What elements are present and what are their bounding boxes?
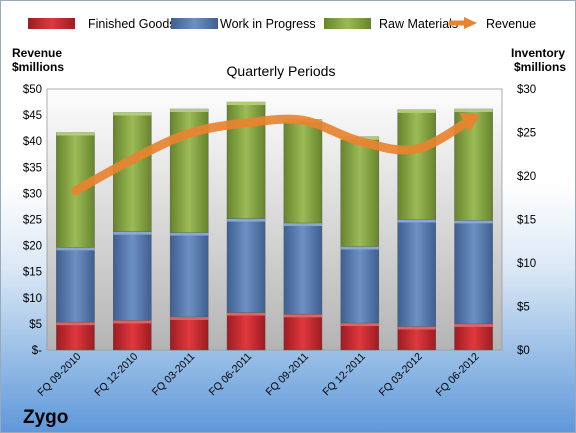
bar-finished-goods [169,316,209,351]
bar-finished-goods [56,321,95,351]
bar-top-finished-goods [113,320,152,324]
left-tick-label: $30 [23,188,42,200]
legend-swatch-raw-materials [324,18,371,29]
bar-top-work-in-progress [113,231,152,235]
category-labels: FQ 09-2010 FQ 12-2010 FQ 03-2011 FQ 06-2011… [35,351,481,399]
left-tick-label: $40 [23,136,42,148]
bar-raw-materials [113,112,152,232]
bar-top-work-in-progress [340,246,379,250]
legend-arrow-revenue-icon [464,17,477,29]
bar-top-work-in-progress [227,218,266,222]
legend-label-revenue: Revenue [486,17,536,31]
bar-finished-goods [226,312,266,351]
legend-swatch-finished-goods [28,18,75,29]
right-axis-title-line-2: $millions [514,60,566,74]
left-tick-label: $25 [23,215,42,227]
bar-top-finished-goods [227,312,266,316]
bar-top-finished-goods [283,314,322,318]
bar-top-finished-goods [340,323,379,327]
bar-work-in-progress [56,247,95,323]
bar-top-raw-materials [227,102,266,106]
bar-finished-goods [397,326,436,351]
left-tick-label: $5 [29,319,42,331]
left-tick-label: $10 [23,293,42,305]
right-tick-label: $5 [517,302,530,314]
revenue-line-layer [70,112,479,196]
bar-finished-goods [283,314,323,351]
left-tick-label: $45 [23,110,42,122]
bar-top-raw-materials [170,109,209,113]
category-label: FQ 06-2011 [207,351,255,399]
right-tick-label: $15 [517,215,536,227]
bar-raw-materials [397,109,436,220]
bar-finished-goods [340,322,380,351]
right-tick-label: $20 [517,171,536,183]
right-axis-title-line-1: Inventory [511,46,565,60]
bar-top-work-in-progress [454,220,493,224]
category-label: FQ 09-2010 [35,351,83,399]
category-label: FQ 12-2011 [320,351,368,399]
right-tick-label: $0 [517,345,530,357]
revenue-arrowhead [459,112,479,133]
bar-work-in-progress [397,219,436,327]
bar-top-raw-materials [56,132,95,136]
bar-top-work-in-progress [170,232,209,236]
legend-label-raw-materials: Raw Materials [379,17,458,31]
legend-label-work-in-progress: Work in Progress [220,17,316,31]
category-label: FQ 09-2011 [263,351,311,399]
bar-finished-goods [113,320,152,351]
bar-work-in-progress [113,231,152,321]
company-name: Zygo [23,407,68,428]
bar-finished-goods [454,323,493,351]
bar-top-work-in-progress [283,222,322,226]
bar-raw-materials [340,136,380,247]
bar-work-in-progress [283,222,323,315]
right-tick-label: $30 [517,84,536,96]
bar-work-in-progress [226,218,266,313]
bar-work-in-progress [454,220,493,325]
bar-top-raw-materials [397,109,436,113]
bar-top-finished-goods [397,326,436,330]
bar-top-raw-materials [454,109,493,113]
left-tick-label: $35 [23,162,42,174]
left-tick-label: $- [32,345,42,357]
chart-title: Quarterly Periods [227,63,336,79]
left-tick-label: $20 [23,241,42,253]
bar-work-in-progress [340,246,380,324]
right-tick-label: $10 [517,258,536,270]
legend-label-finished-goods: Finished Goods [88,17,176,31]
right-axis-ticks: $0 $5 $10 $15 $20 $25 $30 [517,84,536,357]
left-axis-title-line-2: $millions [12,60,64,74]
category-label: FQ 06-2012 [434,351,482,399]
right-tick-label: $25 [517,128,536,140]
bar-top-finished-goods [170,316,209,320]
bar-top-raw-materials [113,112,152,116]
left-axis-ticks: $- $5 $10 $15 $20 $25 $30 $35 $40 $45 $50 [23,84,42,357]
left-axis-title-line-1: Revenue [12,46,62,60]
bar-top-finished-goods [56,322,95,326]
bar-top-finished-goods [454,323,493,327]
bar-work-in-progress [169,232,209,318]
bar-raw-materials [283,119,323,224]
revenue-line [70,113,479,196]
legend: Finished Goods Work in Progress Raw Mate… [28,17,536,31]
bar-top-work-in-progress [397,219,436,223]
legend-swatch-work-in-progress [171,18,218,29]
category-label: FQ 12-2010 [92,351,140,399]
left-tick-label: $15 [23,267,42,279]
bar-top-work-in-progress [56,247,95,251]
category-label: FQ 03-2012 [377,351,425,399]
category-label: FQ 03-2011 [150,351,198,399]
left-tick-label: $50 [23,84,42,96]
